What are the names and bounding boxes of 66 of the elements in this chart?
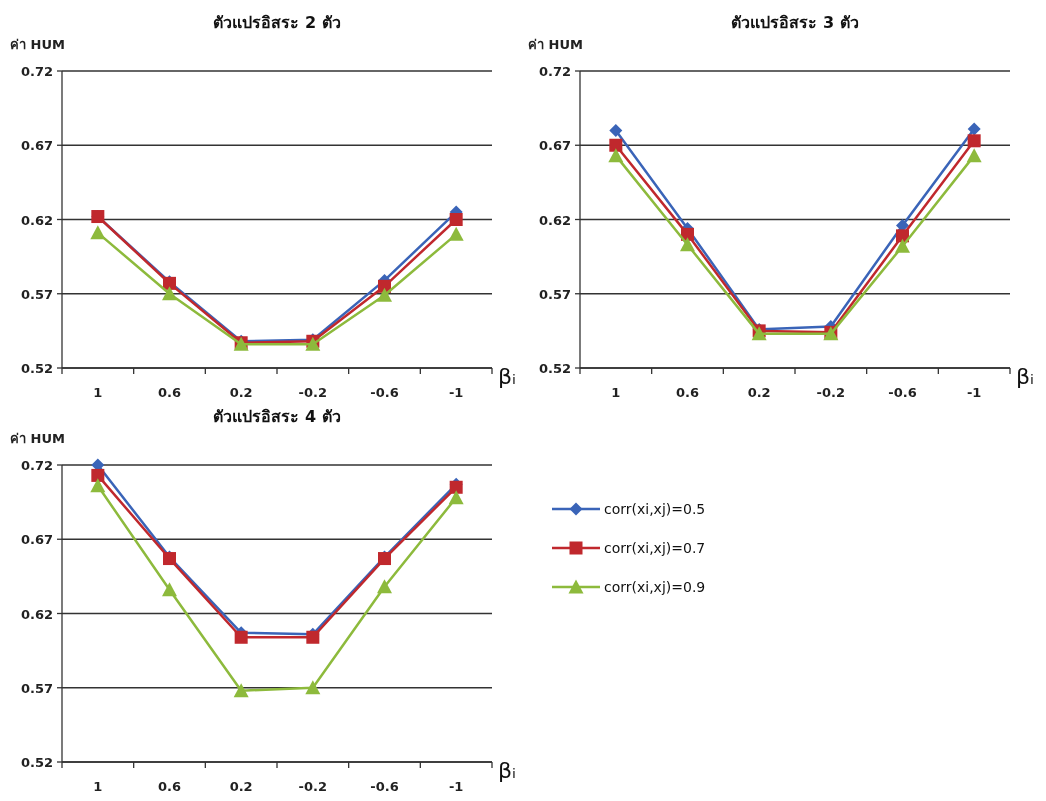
y-tick-label: 0.57 [538, 286, 571, 302]
point [305, 680, 321, 695]
y-tick-label: 0.62 [20, 606, 53, 622]
y-tick-label: 0.72 [20, 64, 53, 79]
y-tick-label: 0.67 [20, 138, 53, 154]
x-tick-label: -0.6 [370, 385, 399, 400]
chart-title: ตัวแปรอิสระ 4 ตัว [213, 407, 341, 426]
x-tick-label: -0.6 [888, 385, 917, 400]
y-tick-label: 0.57 [20, 286, 53, 302]
point [377, 579, 392, 594]
chart-title: ตัวแปรอิสระ 2 ตัว [213, 13, 341, 32]
y-tick-label: 0.52 [20, 755, 53, 770]
x-tick-label: 0.6 [157, 385, 182, 400]
point [966, 148, 982, 163]
x-tick-label: 0.2 [229, 779, 253, 794]
point [233, 683, 249, 698]
y-tick-label: 0.62 [20, 212, 53, 228]
x-axis-title: βᵢ [498, 758, 516, 783]
y-tick-label: 0.67 [20, 532, 53, 548]
x-tick-label: 0.2 [229, 385, 253, 400]
point [680, 237, 695, 252]
legend-label: corr(xi,xj)=0.5 [604, 501, 706, 517]
point [90, 225, 106, 240]
point [234, 630, 248, 644]
x-axis-title: βᵢ [1016, 364, 1034, 389]
x-tick-label: 0.2 [747, 385, 771, 400]
point [895, 238, 910, 253]
y-axis-title: ค่า HUM [10, 37, 65, 52]
x-tick-label: -1 [448, 385, 464, 400]
point [162, 286, 177, 301]
point [448, 490, 464, 505]
y-tick-label: 0.52 [20, 361, 53, 376]
legend-label: corr(xi,xj)=0.7 [604, 540, 706, 556]
point [609, 123, 623, 137]
y-tick-label: 0.67 [538, 138, 571, 154]
y-tick-label: 0.62 [538, 212, 571, 228]
point [377, 287, 392, 302]
chart-title: ตัวแปรอิสระ 3 ตัว [731, 13, 859, 32]
x-axis-title: βᵢ [498, 364, 516, 389]
point [162, 582, 177, 597]
x-tick-label: -0.6 [370, 779, 399, 794]
point [91, 468, 105, 482]
y-axis-title: ค่า HUM [528, 37, 583, 52]
point [967, 134, 981, 148]
point [608, 148, 624, 163]
point [609, 138, 623, 152]
legend-label: corr(xi,xj)=0.9 [604, 579, 706, 595]
x-tick-label: 0.6 [675, 385, 700, 400]
y-tick-label: 0.72 [20, 458, 53, 473]
point [90, 478, 106, 493]
x-tick-label: 1 [93, 779, 103, 794]
x-tick-label: -1 [966, 385, 982, 400]
x-tick-label: 0.6 [157, 779, 182, 794]
y-axis-title: ค่า HUM [10, 431, 65, 446]
y-tick-label: 0.72 [538, 64, 571, 79]
y-tick-label: 0.52 [538, 361, 571, 376]
point [449, 213, 463, 226]
x-tick-label: -0.2 [298, 779, 328, 794]
x-tick-label: -0.2 [298, 385, 328, 400]
y-tick-label: 0.57 [20, 680, 53, 696]
x-tick-label: -1 [448, 779, 464, 794]
x-tick-label: -0.2 [816, 385, 846, 400]
x-tick-label: 1 [93, 385, 103, 400]
point [448, 226, 464, 241]
x-tick-label: 1 [611, 385, 621, 400]
point [967, 122, 981, 136]
